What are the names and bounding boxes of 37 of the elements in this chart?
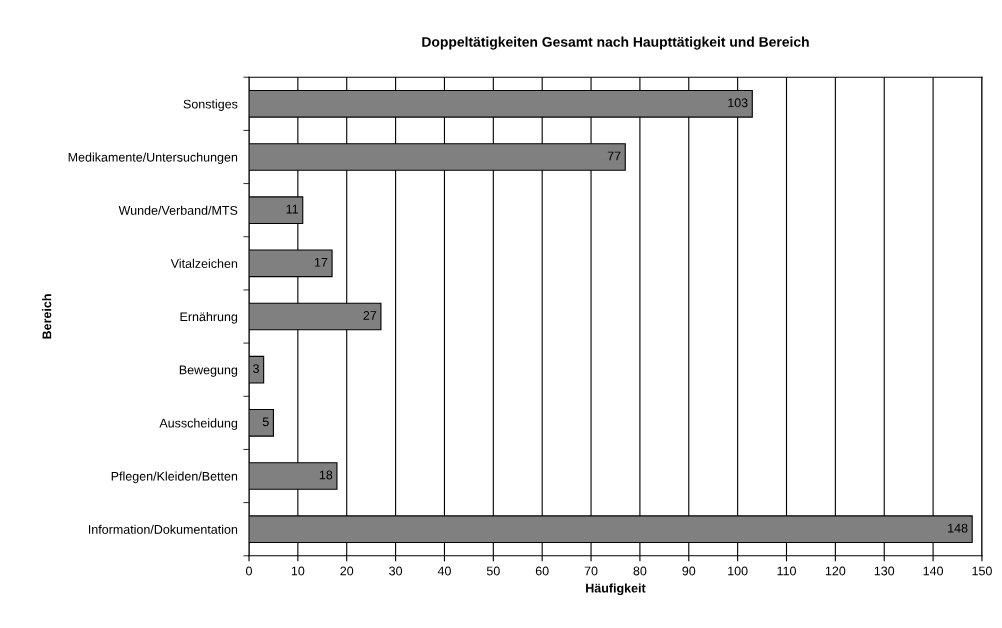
y-axis-title: Bereich <box>42 294 52 339</box>
x-tick-label: 70 <box>584 566 598 576</box>
y-tick-label: Information/Dokumentation <box>88 524 238 534</box>
data-label: 18 <box>319 470 333 480</box>
chart-title: Doppeltätigkeiten Gesamt nach Haupttätigkeit und Bereich <box>422 36 809 50</box>
data-label: 11 <box>286 204 298 214</box>
data-label: 103 <box>728 98 748 108</box>
y-tick-label: Ausscheidung <box>159 418 238 430</box>
x-tick-label: 130 <box>874 566 895 576</box>
x-tick-label: 40 <box>437 566 451 576</box>
data-label: 5 <box>262 417 269 427</box>
x-tick-label: 150 <box>972 566 992 576</box>
data-label: 27 <box>363 311 377 320</box>
x-tick-label: 140 <box>923 566 944 576</box>
data-label: 17 <box>314 257 328 267</box>
x-tick-label: 110 <box>777 566 796 576</box>
x-tick-label: 80 <box>633 566 647 576</box>
x-tick-label: 20 <box>340 566 354 576</box>
data-label: 77 <box>607 151 621 161</box>
data-label: 3 <box>253 364 259 374</box>
y-tick-label: Pflegen/Kleiden/Betten <box>111 471 238 484</box>
y-tick-label: Medikamente/Untersuchungen <box>68 152 238 165</box>
x-tick-label: 10 <box>291 566 305 576</box>
x-tick-label: 100 <box>728 566 748 576</box>
x-axis-title: Häufigkeit <box>586 583 646 596</box>
data-label: 148 <box>948 523 968 533</box>
y-tick-label: Bewegung <box>179 365 238 377</box>
x-tick-label: 50 <box>486 566 500 576</box>
x-tick-label: 0 <box>246 566 252 576</box>
x-tick-label: 60 <box>535 566 549 576</box>
y-tick-label: Ernährung <box>180 311 238 324</box>
x-tick-label: 30 <box>389 566 403 576</box>
x-tick-label: 90 <box>682 566 696 576</box>
y-tick-label: Wunde/Verband/MTS <box>118 205 238 215</box>
x-tick-label: 120 <box>825 566 846 576</box>
y-tick-label: Vitalzeichen <box>170 258 238 268</box>
y-tick-label: Sonstiges <box>183 99 238 111</box>
